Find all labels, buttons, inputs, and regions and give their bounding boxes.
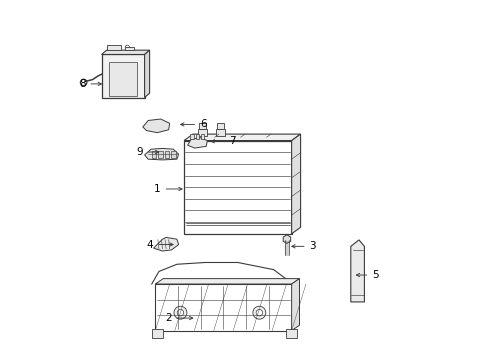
Polygon shape bbox=[184, 134, 300, 140]
Polygon shape bbox=[188, 138, 207, 148]
Bar bbox=[109, 62, 137, 96]
Circle shape bbox=[355, 291, 360, 296]
Text: 7: 7 bbox=[211, 136, 236, 146]
Polygon shape bbox=[155, 279, 299, 284]
Bar bbox=[152, 329, 163, 338]
Bar bbox=[165, 151, 170, 158]
Text: 4: 4 bbox=[147, 239, 173, 249]
Bar bbox=[191, 134, 194, 139]
Circle shape bbox=[177, 310, 184, 316]
Polygon shape bbox=[292, 134, 300, 234]
Circle shape bbox=[125, 45, 129, 49]
Circle shape bbox=[154, 124, 159, 128]
Circle shape bbox=[253, 306, 266, 319]
Bar bbox=[184, 140, 292, 234]
Text: 6: 6 bbox=[181, 120, 207, 129]
Bar bbox=[200, 134, 204, 139]
Bar bbox=[196, 134, 199, 139]
Bar bbox=[101, 54, 145, 98]
Circle shape bbox=[355, 276, 360, 281]
Text: 1: 1 bbox=[154, 184, 182, 194]
Polygon shape bbox=[101, 50, 149, 54]
Bar bbox=[152, 151, 156, 158]
Bar bbox=[199, 123, 206, 130]
Bar bbox=[107, 45, 122, 50]
Bar bbox=[216, 130, 225, 136]
Bar bbox=[171, 151, 176, 158]
Bar bbox=[218, 123, 224, 130]
Text: 9: 9 bbox=[136, 147, 159, 157]
Bar bbox=[286, 329, 297, 338]
Polygon shape bbox=[145, 148, 179, 160]
Polygon shape bbox=[351, 240, 365, 302]
Polygon shape bbox=[143, 119, 170, 133]
Circle shape bbox=[152, 121, 161, 131]
Polygon shape bbox=[145, 50, 149, 98]
Bar bbox=[198, 130, 207, 136]
Circle shape bbox=[174, 306, 187, 319]
Text: 8: 8 bbox=[79, 79, 101, 89]
Polygon shape bbox=[283, 235, 291, 243]
Polygon shape bbox=[153, 237, 179, 251]
Bar bbox=[158, 151, 163, 158]
Circle shape bbox=[355, 262, 360, 267]
Polygon shape bbox=[292, 279, 299, 330]
Text: 3: 3 bbox=[292, 241, 316, 251]
Circle shape bbox=[256, 310, 263, 316]
Text: 5: 5 bbox=[356, 270, 379, 280]
Text: 2: 2 bbox=[165, 313, 193, 323]
Bar bbox=[155, 284, 292, 330]
Bar bbox=[125, 46, 134, 50]
